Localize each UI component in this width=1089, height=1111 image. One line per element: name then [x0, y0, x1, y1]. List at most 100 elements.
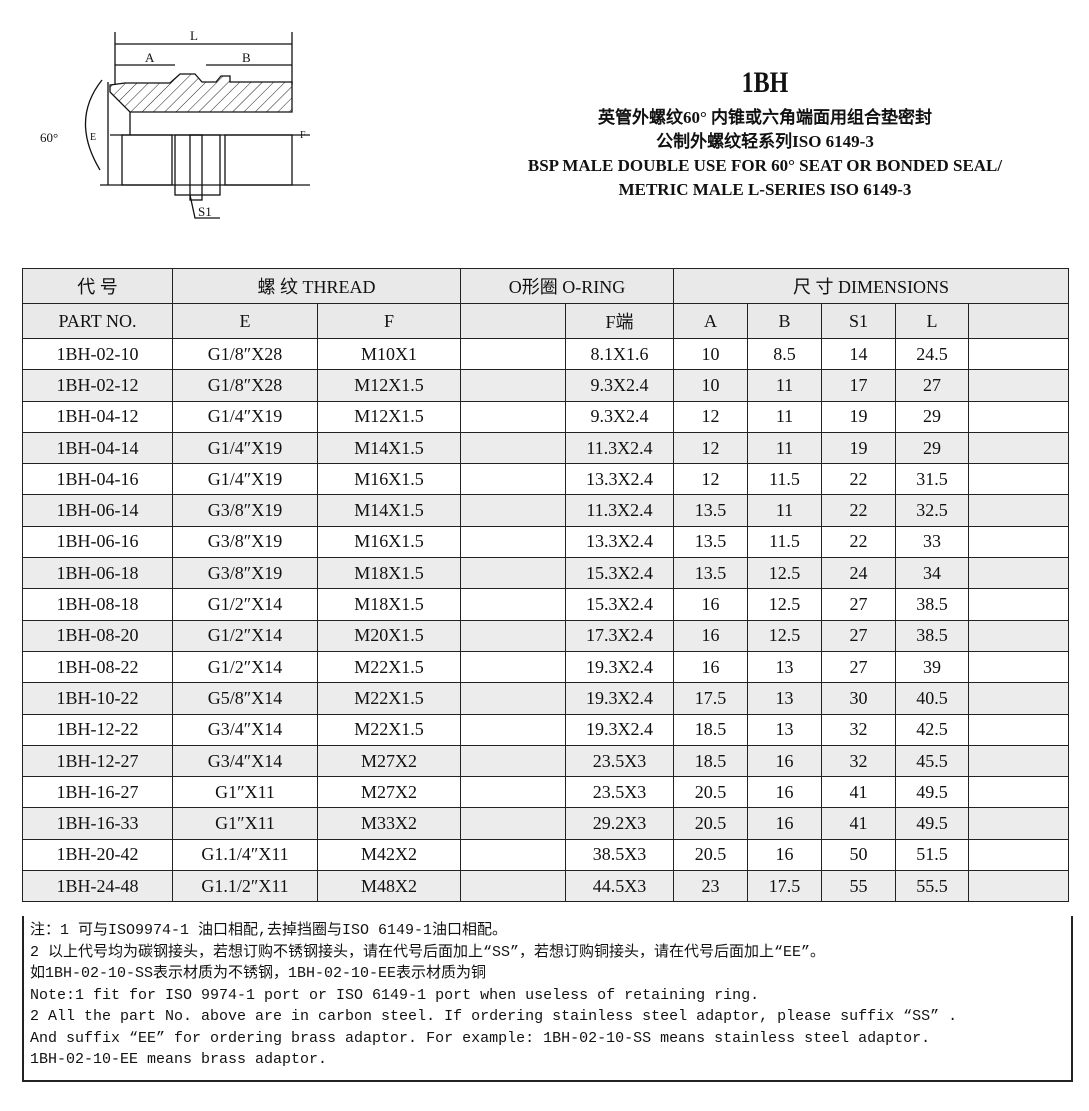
dim-label-B: B [242, 50, 251, 65]
cell-thread-F: M12X1.5 [317, 369, 461, 402]
cell-oring-F-end: 9.3X2.4 [565, 369, 674, 402]
cell-dim-B: 12.5 [747, 619, 822, 652]
table-row: 1BH-06-16 G3/8″X19 M16X1.5 13.3X2.4 13.5 11.5… [22, 525, 1069, 559]
dim-label-A: A [145, 50, 155, 65]
cell-thread-E: G1″X11 [172, 807, 318, 840]
note-line: 注：1 可与ISO9974-1 油口相配,去掉挡圈与ISO 6149-1油口相配… [30, 922, 508, 939]
empty-cell [968, 838, 1069, 872]
cell-thread-E: G1/4″X19 [172, 400, 318, 433]
empty-cell [460, 557, 566, 590]
header-oring-blank [460, 303, 566, 339]
cell-dim-L: 45.5 [895, 744, 969, 778]
header-thread: 螺 纹 THREAD [172, 268, 461, 304]
table-row: 1BH-02-12 G1/8″X28 M12X1.5 9.3X2.4 10 11 17 27 [22, 369, 1069, 402]
cell-thread-E: G1/2″X14 [172, 619, 318, 652]
empty-cell [460, 807, 566, 840]
header-dimensions: 尺 寸 DIMENSIONS [673, 268, 1069, 304]
cell-dim-L: 27 [895, 369, 969, 402]
table-row: 1BH-20-42 G1.1/4″X11 M42X2 38.5X3 20.5 16 50 51… [22, 838, 1069, 872]
empty-cell [460, 838, 566, 872]
empty-cell [968, 400, 1069, 433]
cell-dim-L: 33 [895, 525, 969, 559]
cell-dim-S1: 19 [821, 400, 896, 433]
empty-cell [968, 682, 1069, 715]
empty-cell [968, 494, 1069, 527]
cell-oring-F-end: 15.3X2.4 [565, 557, 674, 590]
cell-thread-E: G3/4″X14 [172, 744, 318, 778]
cell-dim-S1: 22 [821, 494, 896, 527]
cell-dim-A: 16 [673, 650, 748, 684]
table-row: 1BH-24-48 G1.1/2″X11 M48X2 44.5X3 23 17.5 55 55… [22, 870, 1069, 903]
note-line: 2 以上代号均为碳钢接头，若想订购不锈钢接头，请在代号后面加上“SS”，若想订购… [30, 943, 826, 961]
cell-dim-A: 16 [673, 619, 748, 652]
title-block: 1BH 英管外螺纹60° 内锥或六角端面用组合垫密封 公制外螺纹轻系列ISO 6… [470, 66, 1060, 202]
cell-dim-S1: 22 [821, 463, 896, 496]
dim-label-L: L [190, 28, 198, 43]
cell-dim-B: 16 [747, 776, 822, 809]
dim-label-F: F [300, 130, 306, 141]
table-row: 1BH-04-12 G1/4″X19 M12X1.5 9.3X2.4 12 11 19 29 [22, 400, 1069, 433]
cell-dim-L: 55.5 [895, 870, 969, 903]
cell-oring-F-end: 11.3X2.4 [565, 494, 674, 527]
cell-part-no: 1BH-08-18 [22, 588, 173, 621]
angle-label: 60° [40, 130, 58, 145]
empty-cell [460, 776, 566, 809]
cell-dim-B: 11 [747, 431, 822, 465]
cell-oring-F-end: 23.5X3 [565, 776, 674, 809]
note-line: Note:1 fit for ISO 9974-1 port or ISO 61… [30, 986, 760, 1004]
cell-thread-F: M16X1.5 [317, 463, 461, 496]
cell-thread-F: M22X1.5 [317, 650, 461, 684]
title-cn-1: 英管外螺纹60° 内锥或六角端面用组合垫密封 [597, 108, 933, 127]
cell-dim-L: 39 [895, 650, 969, 684]
cell-dim-B: 13 [747, 682, 822, 715]
cell-dim-L: 29 [895, 431, 969, 465]
cell-oring-F-end: 8.1X1.6 [565, 337, 674, 371]
table-row: 1BH-08-20 G1/2″X14 M20X1.5 17.3X2.4 16 12.5 27… [22, 619, 1069, 652]
cell-dim-B: 16 [747, 807, 822, 840]
table-row: 1BH-08-18 G1/2″X14 M18X1.5 15.3X2.4 16 12.5 27… [22, 588, 1069, 621]
cell-dim-L: 24.5 [895, 337, 969, 371]
cell-part-no: 1BH-24-48 [22, 870, 173, 903]
cell-dim-S1: 41 [821, 807, 896, 840]
cell-part-no: 1BH-04-14 [22, 431, 173, 465]
cell-oring-F-end: 11.3X2.4 [565, 431, 674, 465]
cell-oring-F-end: 13.3X2.4 [565, 525, 674, 559]
cell-dim-L: 29 [895, 400, 969, 433]
header-blank [968, 303, 1069, 339]
cell-thread-F: M10X1 [317, 337, 461, 371]
cell-dim-B: 11 [747, 400, 822, 433]
cell-part-no: 1BH-06-14 [22, 494, 173, 527]
empty-cell [460, 400, 566, 433]
cell-thread-F: M12X1.5 [317, 400, 461, 433]
cell-thread-E: G5/8″X14 [172, 682, 318, 715]
cell-part-no: 1BH-06-18 [22, 557, 173, 590]
cell-thread-E: G1.1/4″X11 [172, 838, 318, 872]
cell-dim-S1: 27 [821, 588, 896, 621]
cell-dim-A: 20.5 [673, 807, 748, 840]
cell-dim-B: 13 [747, 650, 822, 684]
cell-dim-A: 10 [673, 369, 748, 402]
cell-thread-F: M42X2 [317, 838, 461, 872]
cell-dim-L: 38.5 [895, 588, 969, 621]
empty-cell [460, 588, 566, 621]
header-F-end: F端 [565, 303, 674, 339]
note-line: 1BH-02-10-EE means brass adaptor. [30, 1051, 328, 1068]
cell-dim-A: 10 [673, 337, 748, 371]
empty-cell [968, 807, 1069, 840]
cell-dim-A: 12 [673, 431, 748, 465]
table-row: 1BH-04-16 G1/4″X19 M16X1.5 13.3X2.4 12 11.5 22… [22, 463, 1069, 496]
cell-dim-A: 16 [673, 588, 748, 621]
empty-cell [968, 431, 1069, 465]
cell-dim-B: 16 [747, 838, 822, 872]
cell-thread-F: M16X1.5 [317, 525, 461, 559]
empty-cell [968, 337, 1069, 371]
cell-thread-F: M27X2 [317, 776, 461, 809]
cell-thread-E: G1/2″X14 [172, 650, 318, 684]
empty-cell [968, 870, 1069, 903]
cell-dim-L: 42.5 [895, 713, 969, 746]
cell-dim-L: 49.5 [895, 776, 969, 809]
cell-part-no: 1BH-10-22 [22, 682, 173, 715]
empty-cell [968, 713, 1069, 746]
cell-part-no: 1BH-16-33 [22, 807, 173, 840]
table-row: 1BH-02-10 G1/8″X28 M10X1 8.1X1.6 10 8.5 14 24.5 [22, 337, 1069, 371]
